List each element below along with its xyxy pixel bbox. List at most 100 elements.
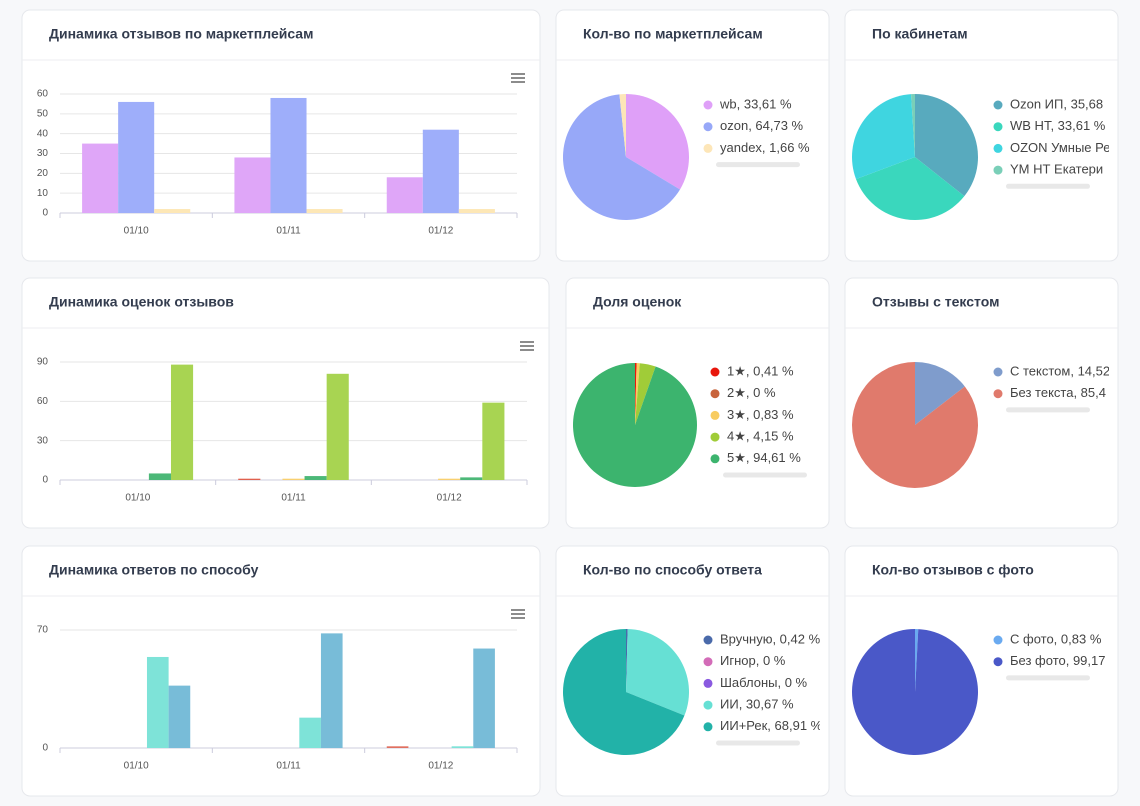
legend-marker: [703, 635, 713, 645]
pie-slice: [635, 363, 640, 425]
bar: [386, 177, 423, 213]
bar: [168, 685, 191, 748]
legend-label: ИИ+Рек, 68,91 %: [720, 718, 823, 733]
legend-scrollbar: [723, 472, 807, 478]
pie-slice: [619, 94, 626, 157]
legend-marker: [703, 678, 713, 688]
legend-label: 3★, 0,83 %: [727, 407, 794, 422]
bar: [299, 717, 321, 748]
x-tick-label: 01/10: [124, 761, 149, 772]
y-tick-label: 10: [37, 188, 49, 199]
legend-label: YM НТ Екатери: [1010, 162, 1103, 177]
bar: [234, 157, 271, 213]
pie-slice: [915, 94, 979, 197]
legend-marker: [993, 367, 1003, 377]
legend-marker: [993, 389, 1003, 399]
card: По кабинетам Ozon ИП, 35,68 WB НТ, 33,61 %…: [844, 9, 1119, 262]
bar: [320, 633, 343, 748]
y-tick-label: 60: [37, 89, 49, 100]
x-tick-label: 01/11: [276, 226, 301, 237]
legend-scrollbar: [716, 740, 800, 746]
pie-slice: [915, 362, 965, 425]
legend-marker: [703, 700, 713, 710]
legend-label: Без фото, 99,17 %: [1010, 653, 1121, 668]
card-title: Кол-во по способу ответа: [583, 562, 762, 578]
legend-label: 1★, 0,41 %: [727, 363, 794, 378]
card-title: По кабинетам: [872, 26, 968, 42]
bar: [438, 478, 461, 480]
card-title: Кол-во отзывов с фото: [872, 562, 1034, 578]
pie-slice: [635, 363, 637, 425]
legend-marker: [710, 410, 720, 420]
bar: [270, 97, 307, 213]
pie-slice: [911, 94, 915, 157]
legend: С фото, 0,83 % Без фото, 99,17 %: [993, 631, 1121, 668]
bar: [238, 478, 261, 480]
x-tick-label: 01/12: [428, 226, 453, 237]
pie-slice: [856, 157, 965, 221]
card-bg: [21, 277, 550, 529]
legend-scrollbar: [716, 162, 800, 168]
legend: С текстом, 14,52 Без текста, 85,4: [993, 363, 1109, 400]
x-tick-label: 01/11: [281, 493, 306, 504]
y-tick-label: 0: [42, 743, 48, 754]
legend-marker: [703, 143, 713, 153]
legend-label: Игнор, 0 %: [720, 653, 786, 668]
legend-label: Шаблоны, 0 %: [720, 675, 808, 690]
bar: [118, 101, 155, 213]
bar: [473, 648, 495, 748]
x-tick-label: 01/10: [125, 493, 150, 504]
pie-slice: [852, 362, 979, 489]
y-tick-label: 50: [37, 108, 49, 119]
card: Доля оценок 1★, 0,41 % 2★, 0 % 3★, 0,83 % 4★…: [565, 277, 830, 529]
legend-scrollbar: [1006, 407, 1090, 413]
legend-marker: [703, 722, 713, 732]
legend-label: С фото, 0,83 %: [1010, 631, 1102, 646]
bar: [304, 476, 327, 480]
legend-scrollbar: [1006, 183, 1090, 189]
legend-marker: [993, 143, 1003, 153]
pie-slice: [635, 363, 656, 425]
legend-label: 2★, 0 %: [727, 385, 776, 400]
pie-slice: [626, 629, 690, 716]
card: Кол-во по способу ответа Вручную, 0,42 % И…: [555, 545, 830, 797]
bar: [282, 478, 305, 480]
card: Динамика ответов по способу 0 70 01/10 01/11…: [21, 545, 541, 797]
legend-marker: [993, 657, 1003, 667]
legend-label: OZON Умные Ре: [1010, 140, 1110, 155]
y-tick-label: 30: [37, 148, 49, 159]
legend-label: WB НТ, 33,61 %: [1010, 118, 1106, 133]
legend-marker: [703, 657, 713, 667]
pie-slice: [563, 94, 681, 221]
legend: wb, 33,61 % ozon, 64,73 % yandex, 1,66 %: [703, 96, 810, 155]
pie-slice: [572, 363, 697, 487]
legend-label: 4★, 4,15 %: [727, 429, 794, 444]
legend-label: wb, 33,61 %: [719, 96, 792, 111]
bar: [170, 364, 194, 480]
y-tick-label: 60: [37, 396, 49, 407]
legend-marker: [703, 100, 713, 110]
legend-marker: [710, 454, 720, 464]
legend-marker: [710, 389, 720, 399]
pie-slice: [852, 629, 979, 756]
bar: [482, 402, 505, 480]
legend-label: Без текста, 85,4: [1010, 385, 1106, 400]
x-tick-label: 01/12: [428, 761, 453, 772]
x-tick-label: 01/10: [124, 226, 149, 237]
y-tick-label: 40: [37, 128, 49, 139]
legend-marker: [993, 100, 1003, 110]
card-title: Доля оценок: [593, 294, 682, 310]
legend-marker: [710, 432, 720, 442]
bar: [460, 477, 483, 480]
legend: Вручную, 0,42 % Игнор, 0 % Шаблоны, 0 % ИИ,…: [703, 631, 823, 733]
legend: 1★, 0,41 % 2★, 0 % 3★, 0,83 % 4★, 4,15 % 5★,…: [710, 363, 801, 465]
legend-label: Вручную, 0,42 %: [720, 631, 821, 646]
legend-label: ИИ, 30,67 %: [720, 697, 794, 712]
legend-label: ozon, 64,73 %: [720, 118, 804, 133]
bar: [146, 656, 169, 748]
legend-label: Ozon ИП, 35,68: [1010, 96, 1103, 111]
y-tick-label: 70: [37, 625, 49, 636]
y-tick-label: 30: [37, 435, 49, 446]
card-title: Динамика отзывов по маркетплейсам: [49, 26, 313, 42]
